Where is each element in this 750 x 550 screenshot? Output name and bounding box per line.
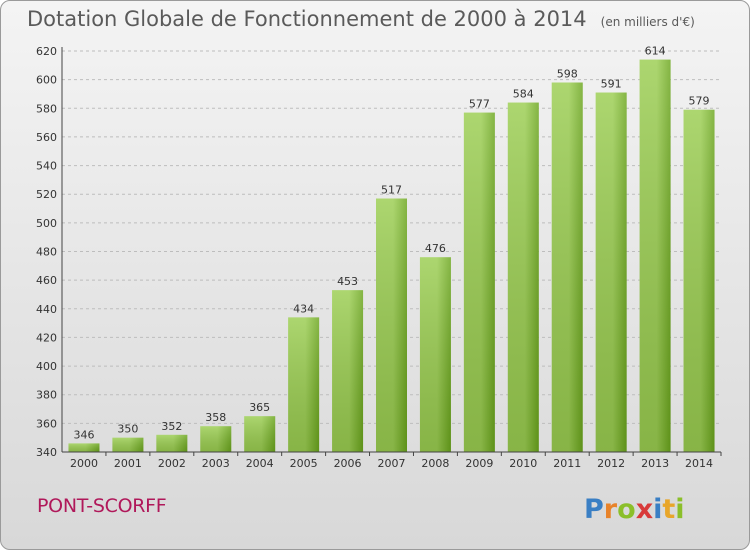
y-tick-label: 500 [36,217,57,230]
x-tick-label-2014: 2014 [685,457,713,470]
bar-shade-2013 [639,59,671,452]
value-label-2007: 517 [381,184,402,197]
value-label-2002: 352 [161,420,182,433]
x-tick-label-2011: 2011 [553,457,581,470]
value-label-2006: 453 [337,275,358,288]
bar-shade-2001 [112,437,144,452]
value-label-2003: 358 [205,411,226,424]
bar-shade-2004 [244,416,276,452]
x-tick-label-2006: 2006 [334,457,362,470]
value-label-2009: 577 [469,98,490,111]
commune-name: PONT-SCORFF [37,495,167,517]
value-label-2004: 365 [249,401,270,414]
chart-unit: (en milliers d'€) [600,15,695,29]
bar-shade-2009 [463,112,495,452]
y-tick-label: 400 [36,360,57,373]
axis-layer: 340 360 380 400 420 440 460 480 500 520 540 560 580 6… [36,45,722,470]
y-tick-label: 360 [36,417,57,430]
y-tick-label: 520 [36,188,57,201]
x-tick-label-2010: 2010 [509,457,537,470]
y-tick-label: 460 [36,274,57,287]
value-label-2013: 614 [645,45,666,58]
chart-title-text: Dotation Globale de Fonctionnement de 20… [27,7,587,31]
value-label-2010: 584 [513,88,534,101]
y-tick-label: 620 [36,45,57,58]
x-tick-label-2012: 2012 [597,457,625,470]
bar-layer: 346 350 352 358 365 434 453 517 476 577 584 598 591 6… [68,45,715,453]
y-tick-label: 440 [36,303,57,316]
bar-shade-2008 [419,257,451,452]
y-tick-label: 340 [36,446,57,459]
bar-shade-2006 [332,290,364,452]
value-label-2012: 591 [601,78,622,91]
y-tick-label: 580 [36,102,57,115]
x-tick-label-2007: 2007 [378,457,406,470]
bar-shade-2014 [683,109,715,452]
y-tick-label: 480 [36,246,57,259]
x-tick-label-2013: 2013 [641,457,669,470]
x-tick-label-2002: 2002 [158,457,186,470]
chart-title: Dotation Globale de Fonctionnement de 20… [27,7,695,31]
svg-text:Proxiti: Proxiti [584,494,685,525]
value-label-2001: 350 [117,423,138,436]
bar-shade-2010 [507,102,539,453]
y-tick-label: 540 [36,160,57,173]
value-label-2008: 476 [425,242,446,255]
y-tick-label: 380 [36,389,57,402]
bar-shade-2002 [156,434,188,452]
grid-layer [62,50,721,453]
value-label-2014: 579 [689,95,710,108]
x-tick-label-2000: 2000 [70,457,98,470]
bar-shade-2012 [595,92,627,453]
x-tick-label-2008: 2008 [421,457,449,470]
value-label-2005: 434 [293,302,314,315]
proxiti-logo: Proxiti [584,494,685,525]
bar-shade-2011 [551,82,583,452]
bar-shade-2003 [200,426,232,452]
bar-shade-2007 [376,198,407,452]
x-tick-label-2005: 2005 [290,457,318,470]
y-tick-label: 420 [36,331,57,344]
bar-shade-2005 [288,317,320,452]
x-tick-label-2009: 2009 [465,457,493,470]
bar-shade-2000 [68,443,100,452]
x-tick-label-2001: 2001 [114,457,142,470]
x-tick-label-2003: 2003 [202,457,230,470]
y-tick-label: 560 [36,131,57,144]
x-tick-label-2004: 2004 [246,457,274,470]
value-label-2000: 346 [73,428,94,441]
value-label-2011: 598 [557,68,578,81]
y-tick-label: 600 [36,74,57,87]
